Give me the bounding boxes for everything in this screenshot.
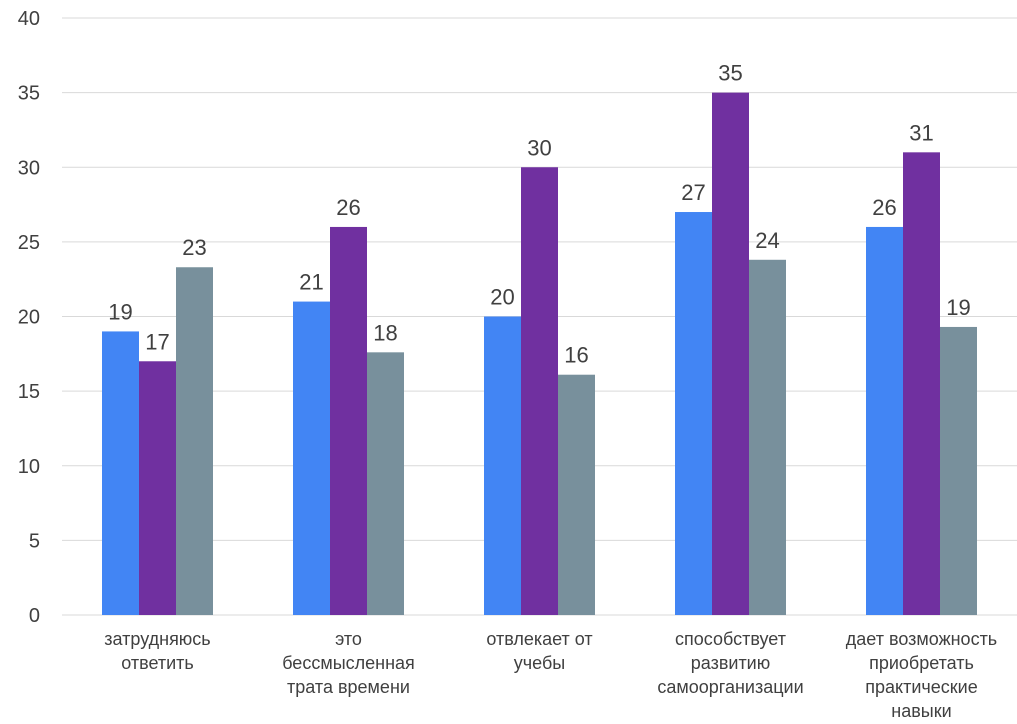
x-category-label: бессмысленная bbox=[282, 653, 415, 673]
data-label: 17 bbox=[145, 329, 169, 354]
bar bbox=[749, 259, 786, 615]
data-label: 18 bbox=[373, 320, 397, 345]
data-label: 20 bbox=[490, 285, 514, 310]
y-tick-label: 0 bbox=[29, 605, 40, 627]
data-label: 24 bbox=[755, 228, 779, 253]
y-tick-label: 5 bbox=[29, 530, 40, 552]
y-axis-tick-labels: 0 5 10 15 20 25 30 35 40 bbox=[18, 8, 40, 627]
y-tick-label: 20 bbox=[18, 307, 40, 329]
x-category-label: способствует bbox=[675, 629, 786, 649]
data-labels: 19 17 23 21 26 18 20 30 16 27 35 24 26 31 19 bbox=[108, 61, 970, 368]
bar bbox=[712, 92, 749, 615]
x-category-label: это bbox=[335, 629, 362, 649]
data-label: 23 bbox=[182, 235, 206, 260]
x-category-label: развитию bbox=[691, 653, 771, 673]
x-category-label: затрудняюсь bbox=[104, 629, 210, 649]
data-label: 26 bbox=[872, 195, 896, 220]
data-label: 21 bbox=[299, 270, 323, 295]
data-label: 19 bbox=[108, 299, 132, 324]
bar bbox=[139, 361, 176, 615]
data-label: 35 bbox=[718, 61, 742, 86]
y-tick-label: 40 bbox=[18, 8, 40, 30]
y-tick-label: 35 bbox=[18, 83, 40, 105]
data-label: 16 bbox=[564, 343, 588, 368]
y-tick-label: 30 bbox=[18, 157, 40, 179]
data-label: 26 bbox=[336, 195, 360, 220]
x-category-label: дает возможность bbox=[846, 629, 997, 649]
x-category-label: практические bbox=[865, 677, 977, 697]
x-category-label: ответить bbox=[121, 653, 194, 673]
bar bbox=[558, 374, 595, 615]
x-category-label: навыки bbox=[891, 701, 951, 721]
bar-series-group bbox=[102, 92, 977, 615]
bar bbox=[940, 326, 977, 615]
bar bbox=[484, 316, 521, 615]
x-category-label: трата времени bbox=[287, 677, 410, 697]
bar bbox=[176, 267, 213, 615]
y-tick-label: 10 bbox=[18, 456, 40, 478]
bar bbox=[330, 226, 367, 615]
y-tick-label: 15 bbox=[18, 381, 40, 403]
bar bbox=[903, 152, 940, 615]
bar bbox=[521, 167, 558, 615]
x-category-label: отвлекает от bbox=[486, 629, 592, 649]
data-label: 27 bbox=[681, 180, 705, 205]
bar bbox=[367, 352, 404, 615]
x-category-label: самоорганизации bbox=[657, 677, 803, 697]
x-category-label: учебы bbox=[514, 653, 565, 673]
data-label: 19 bbox=[946, 295, 970, 320]
data-label: 31 bbox=[909, 120, 933, 145]
bar bbox=[866, 226, 903, 615]
data-label: 30 bbox=[527, 135, 551, 160]
bar bbox=[675, 212, 712, 615]
bar bbox=[293, 301, 330, 615]
x-category-label: приобретать bbox=[869, 653, 974, 673]
x-axis-category-labels: затрудняюсь ответить это бессмысленная трата… bbox=[104, 629, 997, 721]
bar bbox=[102, 331, 139, 615]
y-tick-label: 25 bbox=[18, 232, 40, 254]
